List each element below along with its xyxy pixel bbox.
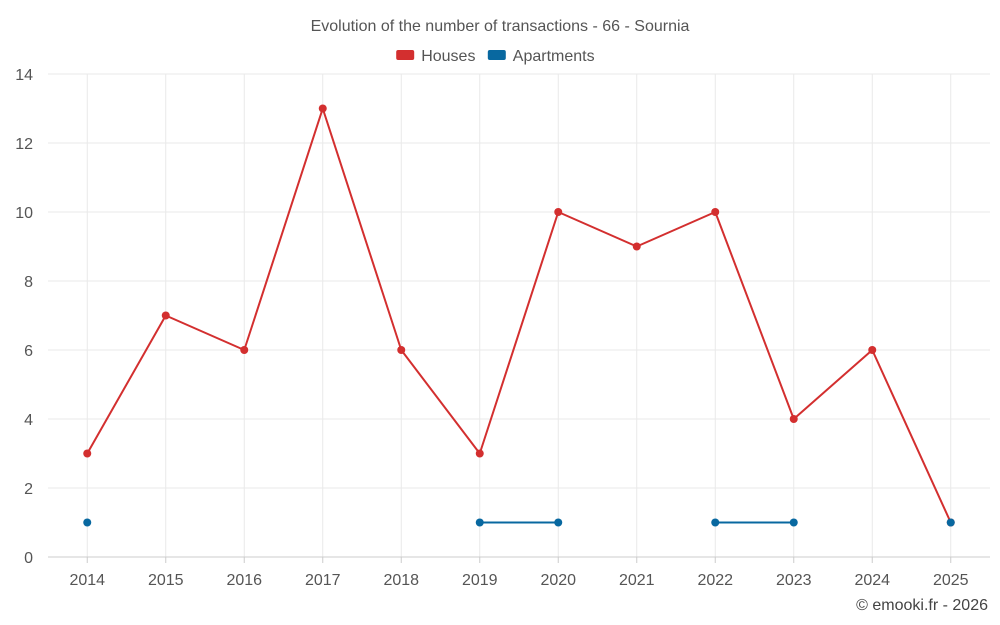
data-point-houses[interactable] bbox=[397, 346, 406, 354]
data-point-houses[interactable] bbox=[868, 346, 877, 354]
y-tick-label: 6 bbox=[24, 343, 33, 360]
data-point-houses[interactable] bbox=[240, 346, 249, 354]
data-point-houses[interactable] bbox=[554, 208, 563, 216]
y-tick-label: 8 bbox=[24, 274, 33, 291]
y-tick-label: 12 bbox=[15, 136, 33, 153]
data-point-houses[interactable] bbox=[161, 311, 170, 320]
x-tick-label: 2018 bbox=[383, 572, 419, 589]
data-point-apartments[interactable] bbox=[83, 518, 92, 527]
data-point-apartments[interactable] bbox=[711, 518, 720, 527]
x-tick-label: 2023 bbox=[776, 572, 812, 589]
data-point-houses[interactable] bbox=[475, 449, 484, 458]
series-layer bbox=[83, 104, 955, 527]
data-point-houses[interactable] bbox=[318, 104, 327, 113]
legend-swatch bbox=[396, 50, 415, 60]
credit-text: © emooki.fr - 2026 bbox=[856, 597, 988, 614]
data-point-houses[interactable] bbox=[632, 242, 641, 251]
legend-swatch bbox=[487, 50, 506, 60]
y-tick-label: 4 bbox=[24, 412, 33, 429]
x-tick-label: 2022 bbox=[697, 572, 733, 589]
grid bbox=[48, 73, 990, 557]
x-tick-label: 2025 bbox=[933, 572, 969, 589]
legend-item-houses[interactable]: Houses bbox=[396, 48, 475, 65]
axes: 0 2 4 6 8 10 12 14 2014 2015 2016 2017 2018 2019 2020 2… bbox=[15, 67, 990, 589]
legend: Houses Apartments bbox=[396, 48, 595, 65]
x-tick-label: 2014 bbox=[69, 572, 105, 589]
series-houses bbox=[83, 104, 955, 527]
x-tick-label: 2021 bbox=[619, 572, 655, 589]
data-point-apartments[interactable] bbox=[789, 518, 798, 527]
data-point-houses[interactable] bbox=[83, 449, 92, 458]
y-tick-label: 10 bbox=[15, 205, 33, 222]
x-tick-label: 2020 bbox=[540, 572, 576, 589]
chart-title: Evolution of the number of transactions … bbox=[311, 18, 690, 35]
data-point-apartments[interactable] bbox=[554, 518, 563, 527]
data-point-houses[interactable] bbox=[789, 415, 798, 423]
y-tick-label: 2 bbox=[24, 481, 33, 498]
data-point-apartments[interactable] bbox=[946, 518, 955, 527]
y-tick-label: 0 bbox=[24, 550, 33, 567]
data-point-apartments[interactable] bbox=[475, 518, 484, 527]
x-tick-label: 2016 bbox=[226, 572, 262, 589]
legend-label: Houses bbox=[421, 48, 475, 65]
legend-item-apartments[interactable]: Apartments bbox=[487, 48, 595, 65]
series-apartments bbox=[83, 518, 955, 527]
x-tick-label: 2024 bbox=[854, 572, 890, 589]
legend-label: Apartments bbox=[513, 48, 595, 65]
x-tick-label: 2017 bbox=[305, 572, 341, 589]
y-tick-label: 14 bbox=[15, 67, 33, 84]
x-tick-label: 2019 bbox=[462, 572, 498, 589]
x-tick-label: 2015 bbox=[148, 572, 184, 589]
series-line-houses bbox=[86, 107, 952, 523]
data-point-houses[interactable] bbox=[711, 208, 720, 216]
